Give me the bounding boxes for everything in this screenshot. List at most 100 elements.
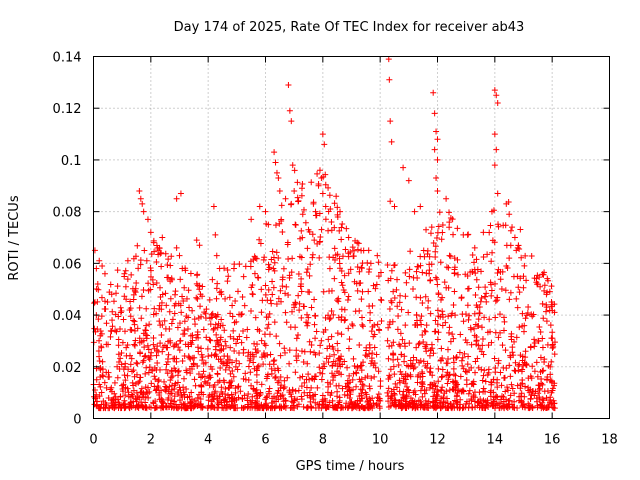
data-point bbox=[537, 328, 544, 335]
data-point bbox=[548, 283, 555, 290]
data-point bbox=[247, 355, 254, 362]
data-point bbox=[102, 306, 109, 313]
data-point bbox=[173, 244, 180, 251]
data-point bbox=[360, 382, 367, 389]
data-point bbox=[299, 211, 306, 218]
data-point bbox=[338, 314, 345, 321]
data-point bbox=[434, 403, 441, 410]
data-point bbox=[104, 298, 111, 305]
data-point bbox=[369, 302, 376, 309]
data-point bbox=[456, 405, 463, 412]
data-point bbox=[230, 265, 237, 272]
data-point bbox=[385, 385, 392, 392]
data-point bbox=[135, 402, 142, 409]
data-point bbox=[96, 393, 103, 400]
data-point bbox=[95, 347, 102, 354]
data-point bbox=[145, 369, 152, 376]
y-tick-label: 0.1 bbox=[61, 154, 82, 169]
data-point bbox=[499, 342, 506, 349]
data-point bbox=[315, 182, 322, 189]
data-point bbox=[172, 288, 179, 295]
data-point bbox=[442, 319, 449, 326]
data-point bbox=[261, 340, 268, 347]
data-point bbox=[93, 265, 100, 272]
data-point bbox=[471, 310, 478, 317]
data-point bbox=[211, 392, 218, 399]
data-point bbox=[507, 373, 514, 380]
data-point bbox=[415, 341, 422, 348]
data-point bbox=[306, 389, 313, 396]
data-point bbox=[153, 352, 160, 359]
data-point bbox=[309, 231, 316, 238]
data-point bbox=[547, 371, 554, 378]
data-point bbox=[209, 310, 216, 317]
data-point bbox=[215, 401, 222, 408]
data-point bbox=[392, 403, 399, 410]
data-point bbox=[159, 291, 166, 298]
data-point bbox=[431, 110, 438, 117]
data-point bbox=[139, 359, 146, 366]
data-point bbox=[394, 356, 401, 363]
data-point bbox=[179, 357, 186, 364]
data-point bbox=[218, 342, 225, 349]
data-point bbox=[337, 208, 344, 215]
data-point bbox=[334, 357, 341, 364]
data-point bbox=[133, 371, 140, 378]
data-point bbox=[398, 351, 405, 358]
data-point bbox=[159, 348, 166, 355]
data-point bbox=[339, 220, 346, 227]
data-point bbox=[549, 341, 556, 348]
data-point bbox=[439, 366, 446, 373]
data-point bbox=[349, 386, 356, 393]
data-point bbox=[325, 359, 332, 366]
data-point bbox=[210, 384, 217, 391]
data-point bbox=[413, 400, 420, 407]
data-point bbox=[516, 361, 523, 368]
data-point bbox=[232, 298, 239, 305]
data-point bbox=[179, 293, 186, 300]
data-point bbox=[522, 252, 529, 259]
data-point bbox=[185, 287, 192, 294]
data-point bbox=[211, 325, 218, 332]
data-point bbox=[371, 322, 378, 329]
data-point bbox=[168, 276, 175, 283]
data-point bbox=[100, 373, 107, 380]
data-point bbox=[187, 356, 194, 363]
data-point bbox=[288, 200, 295, 207]
data-point bbox=[293, 335, 300, 342]
data-point bbox=[395, 361, 402, 368]
data-point bbox=[529, 363, 536, 370]
data-point bbox=[507, 227, 514, 234]
data-point bbox=[422, 362, 429, 369]
data-point bbox=[466, 387, 473, 394]
data-point bbox=[500, 364, 507, 371]
data-point bbox=[462, 404, 469, 411]
data-point bbox=[444, 346, 451, 353]
data-point bbox=[146, 356, 153, 363]
data-point bbox=[428, 261, 435, 268]
data-point bbox=[468, 341, 475, 348]
data-point bbox=[481, 314, 488, 321]
data-point bbox=[316, 210, 323, 217]
data-point bbox=[212, 346, 219, 353]
data-point bbox=[359, 314, 366, 321]
data-point bbox=[344, 364, 351, 371]
data-point bbox=[96, 257, 103, 264]
data-point bbox=[200, 368, 207, 375]
data-point bbox=[130, 387, 137, 394]
data-point bbox=[153, 259, 160, 266]
data-point bbox=[334, 393, 341, 400]
data-point bbox=[249, 290, 256, 297]
data-point bbox=[264, 325, 271, 332]
data-point bbox=[261, 254, 268, 261]
data-point bbox=[521, 359, 528, 366]
data-point bbox=[283, 283, 290, 290]
data-point bbox=[311, 296, 318, 303]
data-point bbox=[431, 146, 438, 153]
data-point bbox=[324, 345, 331, 352]
data-point bbox=[155, 376, 162, 383]
data-point bbox=[236, 349, 243, 356]
data-point bbox=[216, 289, 223, 296]
data-point bbox=[226, 394, 233, 401]
data-point bbox=[217, 364, 224, 371]
